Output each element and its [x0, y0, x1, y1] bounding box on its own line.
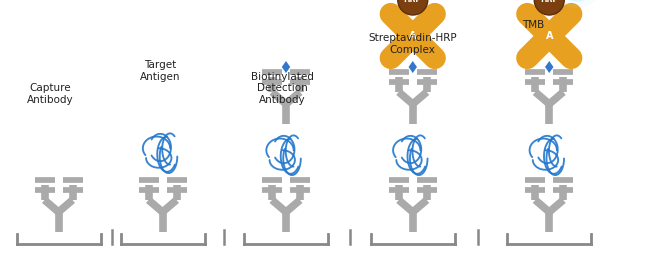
- Text: Biotinylated
Detection
Antibody: Biotinylated Detection Antibody: [250, 72, 313, 105]
- Circle shape: [556, 0, 599, 1]
- Text: A: A: [409, 31, 417, 41]
- Text: Streptavidin-HRP
Complex: Streptavidin-HRP Complex: [369, 33, 457, 55]
- Circle shape: [398, 0, 428, 15]
- Polygon shape: [281, 60, 291, 74]
- Text: HRP: HRP: [540, 0, 558, 4]
- Text: A: A: [545, 31, 553, 41]
- Text: TMB: TMB: [522, 20, 545, 30]
- Circle shape: [534, 0, 564, 15]
- Text: Target
Antigen: Target Antigen: [140, 60, 181, 82]
- Polygon shape: [544, 60, 554, 74]
- Text: Capture
Antibody: Capture Antibody: [27, 83, 74, 105]
- Circle shape: [549, 0, 605, 8]
- Polygon shape: [408, 60, 418, 74]
- Text: HRP: HRP: [404, 0, 422, 4]
